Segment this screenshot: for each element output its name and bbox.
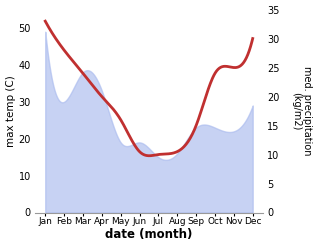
Y-axis label: med. precipitation
(kg/m2): med. precipitation (kg/m2)	[291, 66, 313, 156]
X-axis label: date (month): date (month)	[105, 228, 193, 242]
Y-axis label: max temp (C): max temp (C)	[5, 75, 16, 147]
